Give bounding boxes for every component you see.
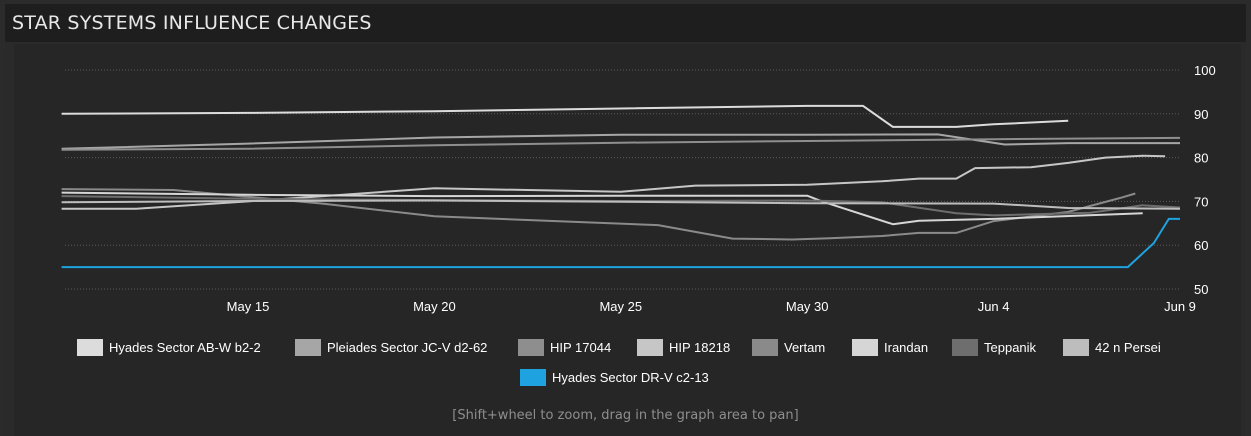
legend-label: Hyades Sector AB-W b2-2 <box>109 339 261 355</box>
series-line-6[interactable] <box>61 195 1181 217</box>
series-line-7[interactable] <box>61 199 1181 210</box>
y-tick-label: 100 <box>1194 63 1216 78</box>
legend-label: HIP 18218 <box>669 339 731 355</box>
legend-item[interactable]: Vertam <box>752 338 825 356</box>
y-tick-label: 70 <box>1194 194 1208 209</box>
legend-item[interactable]: 42 n Persei <box>1063 338 1161 356</box>
y-tick-label: 50 <box>1194 282 1208 297</box>
legend-label: Pleiades Sector JC-V d2-62 <box>327 339 488 355</box>
y-tick-label: 60 <box>1194 238 1208 253</box>
panel-title: STAR SYSTEMS INFLUENCE CHANGES <box>12 12 372 34</box>
legend-swatch <box>752 338 778 356</box>
x-tick-label: Jun 4 <box>978 299 1010 314</box>
legend-label: Irandan <box>884 339 929 355</box>
legend-item[interactable]: HIP 17044 <box>518 338 611 356</box>
legend-swatch <box>295 338 321 356</box>
panel-header: STAR SYSTEMS INFLUENCE CHANGES <box>5 4 1246 42</box>
x-tick-label: May 20 <box>413 299 456 314</box>
legend-label: Vertam <box>784 339 826 355</box>
legend-swatch <box>1063 338 1089 356</box>
legend-label: Hyades Sector DR-V c2-13 <box>552 369 709 385</box>
legend-item[interactable]: Irandan <box>852 338 928 356</box>
x-tick-label: May 30 <box>786 299 829 314</box>
x-tick-label: May 25 <box>599 299 642 314</box>
series-line-1[interactable] <box>61 133 1180 150</box>
legend-swatch <box>952 338 978 356</box>
zoom-pan-hint: [Shift+wheel to zoom, drag in the graph … <box>452 408 799 423</box>
legend-item[interactable]: HIP 18218 <box>637 338 730 356</box>
x-tick-label: Jun 9 <box>1164 299 1196 314</box>
series-line-0[interactable] <box>61 104 1069 128</box>
series-line-2[interactable] <box>61 136 1181 151</box>
legend-swatch <box>77 338 103 356</box>
legend-swatch <box>637 338 663 356</box>
series-line-8[interactable] <box>61 217 1180 269</box>
legend-swatch <box>518 338 544 356</box>
y-tick-label: 80 <box>1194 151 1208 166</box>
legend-item[interactable]: Hyades Sector AB-W b2-2 <box>77 338 261 356</box>
legend-item[interactable]: Hyades Sector DR-V c2-13 <box>520 368 709 386</box>
series-line-5[interactable] <box>61 191 1143 226</box>
legend-item[interactable]: Teppanik <box>952 338 1036 356</box>
legend-label: 42 n Persei <box>1095 339 1161 355</box>
legend-item[interactable]: Pleiades Sector JC-V d2-62 <box>295 338 487 356</box>
legend-swatch <box>520 368 546 386</box>
x-tick-label: May 15 <box>227 299 270 314</box>
y-tick-label: 90 <box>1194 107 1208 122</box>
legend-label: Teppanik <box>984 339 1037 355</box>
legend-swatch <box>852 338 878 356</box>
legend-label: HIP 17044 <box>550 339 612 355</box>
